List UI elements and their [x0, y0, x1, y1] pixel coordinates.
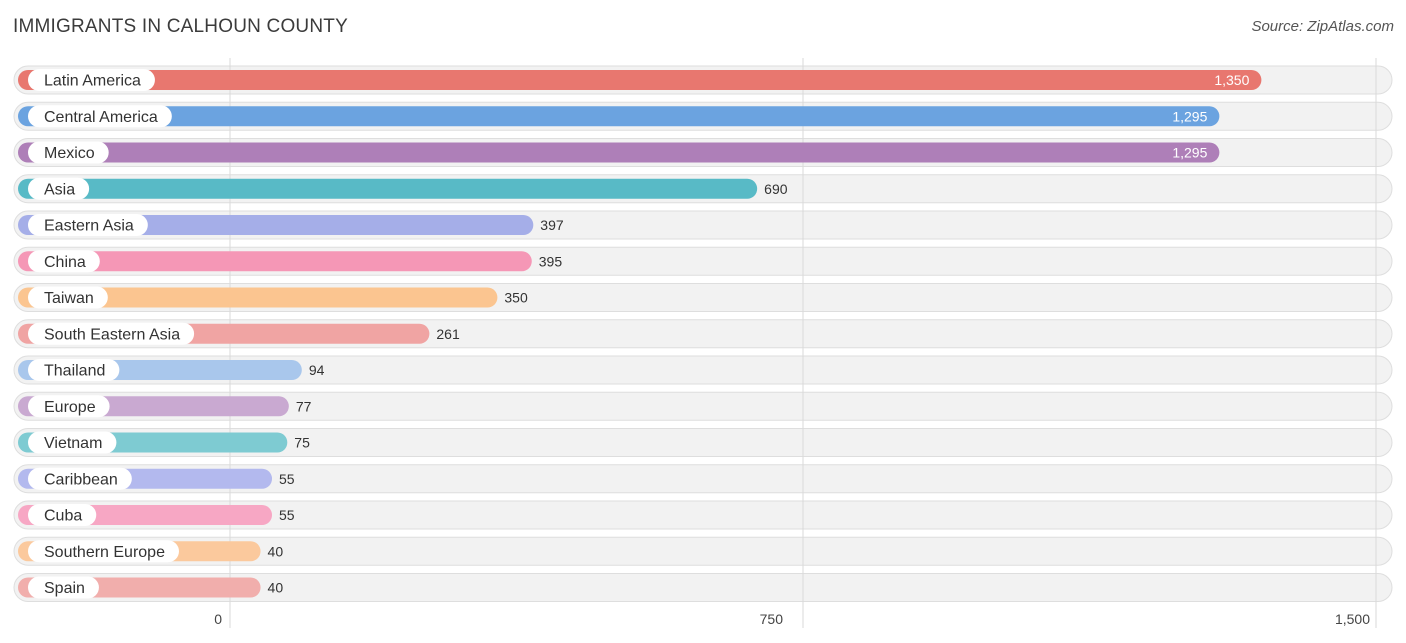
category-label-pill	[28, 504, 97, 526]
value-label: 55	[279, 507, 295, 523]
x-tick-label: 750	[760, 611, 784, 627]
category-label: Eastern Asia	[44, 218, 134, 235]
source-note: Source: ZipAtlas.com	[1251, 18, 1394, 35]
category-label-pill	[28, 69, 155, 91]
category-label-pill	[28, 105, 172, 128]
category-label: Latin America	[44, 73, 141, 90]
row-track	[13, 500, 1393, 530]
category-label-pill	[28, 395, 110, 418]
value-label: 1,295	[1172, 108, 1207, 124]
category-label: Cuba	[44, 508, 82, 525]
value-label: 40	[268, 543, 284, 559]
row-track	[13, 464, 1393, 494]
category-label-pill	[28, 540, 179, 563]
category-label-pill	[28, 250, 100, 273]
bar	[18, 106, 1220, 127]
value-label: 94	[309, 362, 325, 378]
category-label-pill	[28, 359, 120, 381]
category-label: Caribbean	[44, 471, 118, 488]
value-label: 1,350	[1214, 72, 1249, 88]
category-label: Spain	[44, 580, 85, 597]
row-track	[13, 391, 1393, 421]
category-label-pill	[28, 467, 132, 490]
category-label: Thailand	[44, 363, 105, 380]
value-label: 397	[540, 217, 564, 233]
value-label: 261	[436, 326, 460, 342]
category-label-pill	[28, 431, 117, 454]
category-label-pill	[28, 214, 148, 236]
value-label: 55	[279, 471, 295, 487]
bar	[18, 215, 534, 235]
category-label: South Eastern Asia	[44, 326, 180, 343]
value-label: 395	[539, 253, 563, 269]
value-label: 1,295	[1172, 145, 1207, 161]
row-track	[13, 428, 1393, 457]
category-label: Taiwan	[44, 290, 94, 307]
category-label: Central America	[44, 109, 158, 126]
bar	[18, 142, 1220, 163]
bar	[18, 178, 758, 199]
chart-title: IMMIGRANTS IN CALHOUN COUNTY	[13, 16, 348, 37]
row-track	[13, 355, 1393, 385]
value-label: 690	[764, 181, 788, 197]
x-tick-label: 1,500	[1335, 611, 1370, 627]
category-label: Europe	[44, 399, 96, 416]
category-label: Asia	[44, 181, 75, 198]
x-tick-label: 0	[214, 611, 222, 627]
category-label-pill	[28, 286, 108, 309]
row-track	[13, 573, 1393, 602]
category-label-pill	[28, 322, 195, 345]
category-label: Vietnam	[44, 435, 102, 452]
value-label: 77	[296, 398, 312, 414]
bar	[18, 287, 498, 308]
value-label: 40	[268, 580, 284, 596]
category-label-pill	[28, 141, 109, 164]
value-label: 350	[504, 290, 528, 306]
category-label: China	[44, 254, 86, 271]
value-label: 75	[294, 435, 310, 451]
bars: Latin America 1,350 Central America 1,295 Me…	[18, 69, 1262, 599]
bar	[18, 251, 532, 272]
row-track	[13, 536, 1393, 566]
category-label-pill	[28, 576, 99, 599]
x-axis: 0 750 1,500	[214, 611, 1370, 627]
category-label-pill	[28, 177, 90, 200]
category-label: Mexico	[44, 145, 95, 162]
category-label: Southern Europe	[44, 544, 165, 561]
bar	[18, 70, 1262, 90]
